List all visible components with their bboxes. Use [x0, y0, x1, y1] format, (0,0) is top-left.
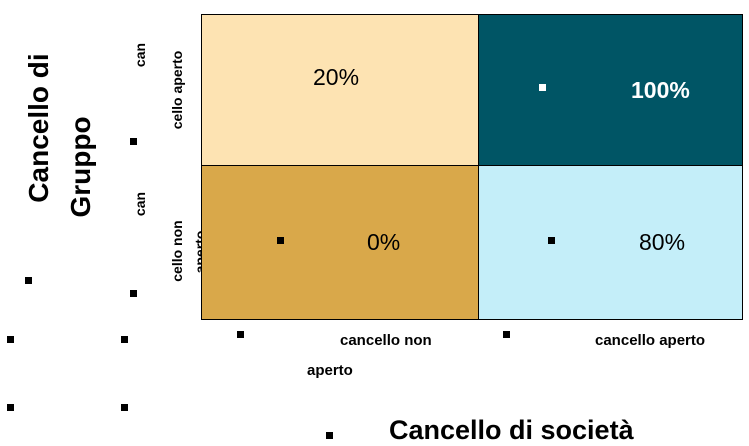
- bullet-left-col1-row1: [25, 277, 32, 284]
- matrix-left-border: [201, 14, 202, 320]
- bullet-left-col2-row1: [130, 290, 137, 297]
- matrix-bottom-border: [201, 319, 743, 320]
- bullet-top-right: [539, 84, 546, 91]
- matrix-cell-bottom-left: [202, 165, 478, 319]
- matrix-middle-vertical-line: [478, 14, 479, 320]
- bullet-column-right: [503, 331, 510, 338]
- column-label-left-line2: aperto: [307, 362, 353, 379]
- bullet-axis-title: [326, 432, 333, 439]
- row-label-bottom-line1: can: [132, 191, 148, 217]
- matrix-value-bottom-left: 0%: [367, 229, 401, 255]
- matrix-value-top-right: 100%: [631, 77, 690, 103]
- bullet-bottom-right: [548, 237, 555, 244]
- matrix-value-top-left: 20%: [313, 64, 360, 90]
- matrix-cell-bottom-right: [478, 165, 742, 319]
- bullet-left-col0-row3: [7, 404, 14, 411]
- column-label-right: cancello aperto: [595, 332, 706, 349]
- matrix-cell-top-right: [478, 15, 742, 165]
- row-label-top-line1: can: [132, 42, 148, 68]
- bullet-left-col2-row2: [121, 336, 128, 343]
- horizontal-axis-title: Cancello di società: [389, 415, 634, 445]
- vertical-axis-title-line1: Cancello di: [23, 53, 54, 203]
- column-label-left-line1: cancello non: [340, 332, 432, 349]
- matrix-middle-horizontal-line: [201, 165, 743, 166]
- row-label-top-line2: cello aperto: [169, 50, 185, 130]
- row-label-bottom-line2: cello non: [169, 220, 185, 282]
- bullet-left-col2-row3: [121, 404, 128, 411]
- bullet-left-col0-row2: [7, 336, 14, 343]
- matrix-top-border: [201, 14, 743, 15]
- vertical-axis-title-line2: Gruppo: [65, 116, 96, 218]
- matrix-value-bottom-right: 80%: [639, 229, 686, 255]
- bullet-bottom-left: [277, 237, 284, 244]
- bullet-column-left: [237, 331, 244, 338]
- matrix-cell-top-left: [202, 15, 478, 165]
- matrix-right-border: [742, 14, 743, 320]
- bullet-left-col2-row0: [130, 138, 137, 145]
